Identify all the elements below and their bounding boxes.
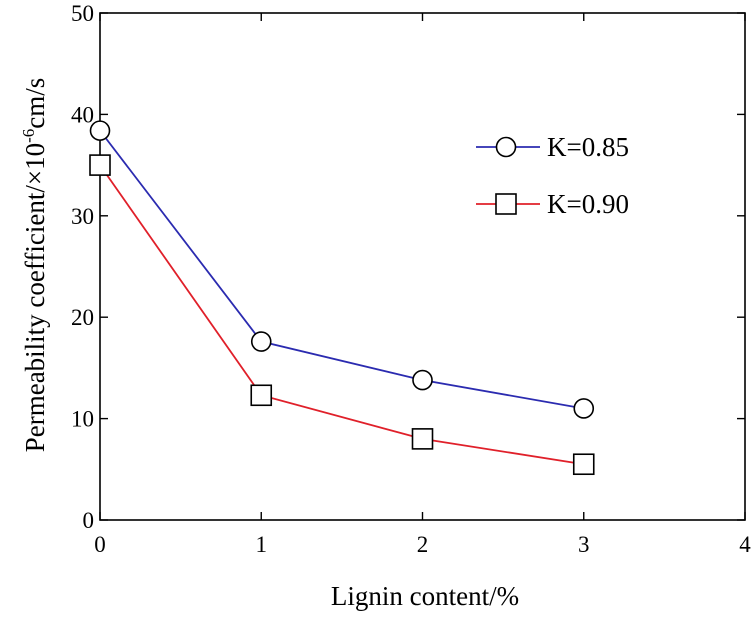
x-tick-label: 4: [739, 532, 751, 557]
x-tick-label: 2: [417, 532, 429, 557]
series-1: [89, 120, 595, 419]
x-tick-label: 0: [94, 532, 106, 557]
legend-label: K=0.90: [547, 189, 629, 219]
data-point-square: [89, 154, 111, 176]
y-tick-label: 10: [71, 407, 94, 432]
axis-labels: Lignin content/% Permeability coefficien…: [19, 78, 519, 611]
y-axis-title-exponent: -6: [19, 129, 38, 143]
data-point-circle: [89, 120, 111, 141]
legend-item-1: K=0.85: [476, 132, 629, 162]
x-axis-title: Lignin content/%: [331, 581, 519, 611]
x-tick-label: 3: [578, 532, 590, 557]
y-axis-title: Permeability coefficient/×10-6cm/s: [19, 78, 50, 453]
data-point-square: [250, 384, 273, 407]
legend-circle-marker: [495, 136, 517, 158]
y-axis-title-unit: cm/s: [20, 78, 50, 129]
series-line: [99, 130, 584, 410]
data-point-circle: [412, 369, 433, 391]
series-layer: [89, 120, 595, 476]
legend-label: K=0.85: [547, 132, 629, 162]
legend-item-2: K=0.90: [476, 189, 629, 219]
data-point-circle: [573, 398, 595, 419]
y-tick-label: 0: [83, 508, 95, 533]
legend: K=0.85 K=0.90: [476, 132, 629, 219]
y-tick-label: 30: [71, 204, 94, 229]
data-point-square: [572, 453, 595, 476]
legend-square-marker: [495, 193, 517, 215]
y-tick-label: 40: [71, 102, 94, 127]
data-point-square: [411, 428, 434, 450]
data-point-circle: [250, 331, 272, 352]
y-axis-title-main: Permeability coefficient/×10: [20, 143, 50, 452]
series-line: [99, 164, 584, 466]
x-tick-label: 1: [256, 532, 268, 557]
series-2: [89, 154, 595, 476]
y-tick-label: 50: [71, 1, 94, 26]
y-tick-label: 20: [71, 305, 94, 330]
